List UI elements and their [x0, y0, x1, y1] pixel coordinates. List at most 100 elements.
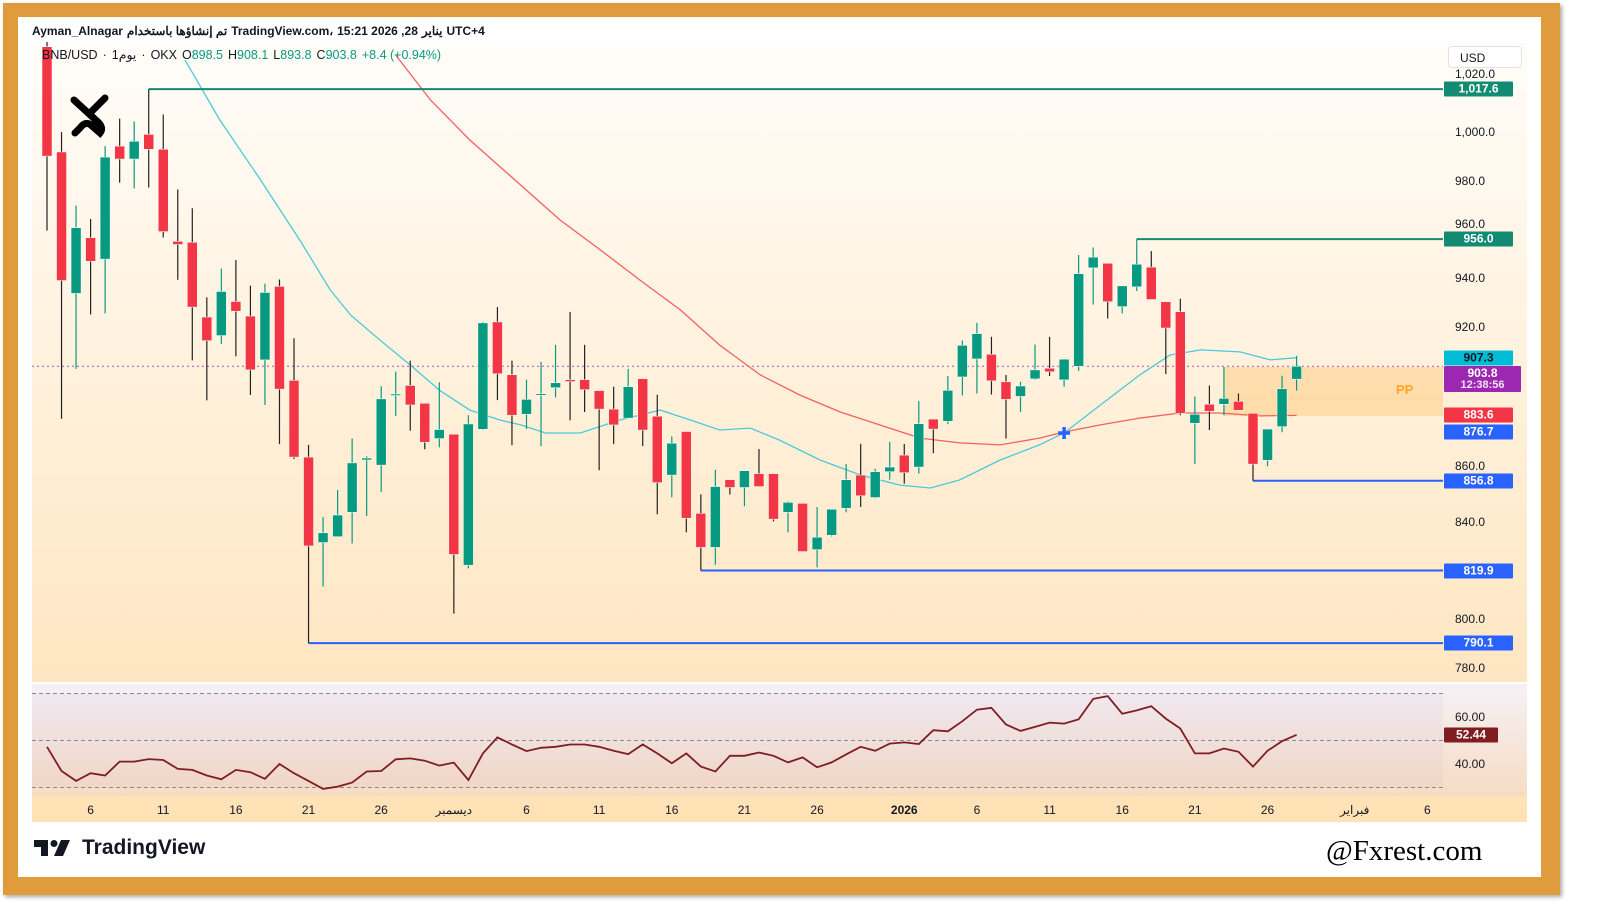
candle[interactable] — [99, 146, 111, 314]
candle[interactable] — [1189, 396, 1201, 465]
candle[interactable] — [1218, 366, 1230, 416]
candle[interactable] — [855, 443, 866, 507]
candle[interactable] — [1015, 381, 1026, 413]
currency-button[interactable]: USD — [1448, 46, 1522, 68]
candle[interactable] — [1233, 393, 1244, 411]
candle[interactable] — [971, 322, 983, 394]
close-value: 903.8 — [325, 47, 357, 62]
candle[interactable] — [506, 360, 518, 446]
ma-fast-line[interactable] — [184, 59, 1297, 489]
candle[interactable] — [157, 114, 169, 238]
candle[interactable] — [724, 479, 736, 495]
candle[interactable] — [201, 297, 213, 401]
candle[interactable] — [288, 338, 300, 460]
candle[interactable] — [1029, 344, 1041, 380]
interval[interactable]: 1يوم — [111, 48, 137, 62]
candle[interactable] — [259, 283, 271, 405]
candle[interactable] — [652, 394, 663, 515]
candle[interactable] — [739, 470, 750, 507]
candle[interactable] — [797, 503, 808, 552]
candle[interactable] — [1175, 298, 1186, 416]
candle[interactable] — [1058, 358, 1070, 387]
candle[interactable] — [56, 132, 67, 419]
candle[interactable] — [187, 208, 198, 361]
candle[interactable] — [1073, 254, 1084, 371]
candle[interactable] — [1204, 385, 1215, 431]
candle[interactable] — [1044, 336, 1055, 376]
candle[interactable] — [361, 456, 372, 516]
candle[interactable] — [681, 431, 692, 533]
candle[interactable] — [390, 371, 401, 416]
time-axis-label: 16 — [1115, 803, 1129, 817]
candle[interactable] — [782, 501, 794, 533]
candle[interactable] — [1160, 301, 1172, 375]
candle[interactable] — [1276, 375, 1288, 433]
candle[interactable] — [477, 321, 489, 431]
candle[interactable] — [70, 205, 82, 369]
candle[interactable] — [593, 390, 605, 471]
candle[interactable] — [41, 22, 53, 231]
candle[interactable] — [375, 386, 387, 493]
candle[interactable] — [492, 307, 503, 401]
candle[interactable] — [419, 403, 431, 450]
candle[interactable] — [550, 344, 561, 398]
candle[interactable] — [1116, 285, 1128, 314]
candle[interactable] — [579, 344, 590, 413]
candle[interactable] — [346, 438, 358, 544]
candle[interactable] — [1291, 355, 1302, 391]
candle[interactable] — [434, 382, 445, 448]
candle[interactable] — [608, 386, 619, 445]
candle[interactable] — [986, 336, 997, 395]
candle[interactable] — [564, 311, 576, 421]
candle[interactable] — [826, 508, 837, 537]
candle[interactable] — [1146, 251, 1157, 300]
candle[interactable] — [332, 489, 343, 537]
symbol-legend[interactable]: BNB/USD · 1يوم · OKX O898.5 H908.1 L893.… — [42, 47, 441, 63]
candle[interactable] — [1247, 412, 1259, 481]
candle-body — [157, 149, 169, 232]
candle[interactable] — [884, 441, 895, 480]
candle[interactable] — [1000, 375, 1012, 439]
candle[interactable] — [928, 418, 939, 454]
candle[interactable] — [710, 469, 721, 565]
ma-slow-line[interactable] — [395, 54, 1297, 446]
candle[interactable] — [535, 361, 547, 447]
symbol-pair[interactable]: BNB/USD — [42, 47, 98, 62]
candle[interactable] — [172, 189, 184, 280]
candle[interactable] — [245, 285, 256, 395]
candle[interactable] — [114, 118, 125, 183]
candle[interactable] — [216, 268, 227, 344]
candle[interactable] — [143, 89, 154, 188]
candle[interactable] — [957, 340, 968, 396]
candle[interactable] — [1102, 262, 1113, 319]
candle[interactable] — [448, 433, 460, 614]
candle[interactable] — [811, 506, 823, 568]
candle[interactable] — [840, 463, 852, 513]
candle[interactable] — [1087, 247, 1099, 305]
candle[interactable] — [230, 260, 242, 357]
candle[interactable] — [913, 401, 925, 474]
candle[interactable] — [695, 494, 707, 571]
candle[interactable] — [85, 218, 96, 315]
candle[interactable] — [128, 121, 140, 189]
candle[interactable] — [753, 449, 765, 487]
candle[interactable] — [768, 473, 779, 522]
candle[interactable] — [1131, 239, 1142, 292]
candle[interactable] — [622, 368, 634, 419]
candle[interactable] — [405, 360, 416, 431]
candle[interactable] — [637, 378, 648, 447]
candle[interactable] — [317, 516, 329, 587]
candle[interactable] — [521, 379, 532, 430]
pivot-zone[interactable] — [1223, 366, 1443, 416]
candle[interactable] — [942, 375, 954, 425]
rsi-line[interactable] — [46, 695, 1297, 790]
candle[interactable] — [303, 444, 314, 644]
candle[interactable] — [869, 468, 881, 499]
candle[interactable] — [463, 415, 474, 569]
rsi-axis-label: 60.00 — [1455, 710, 1486, 724]
candle[interactable] — [274, 279, 285, 445]
candle[interactable] — [899, 443, 910, 484]
candle[interactable] — [666, 436, 678, 498]
candle[interactable] — [1262, 428, 1273, 467]
